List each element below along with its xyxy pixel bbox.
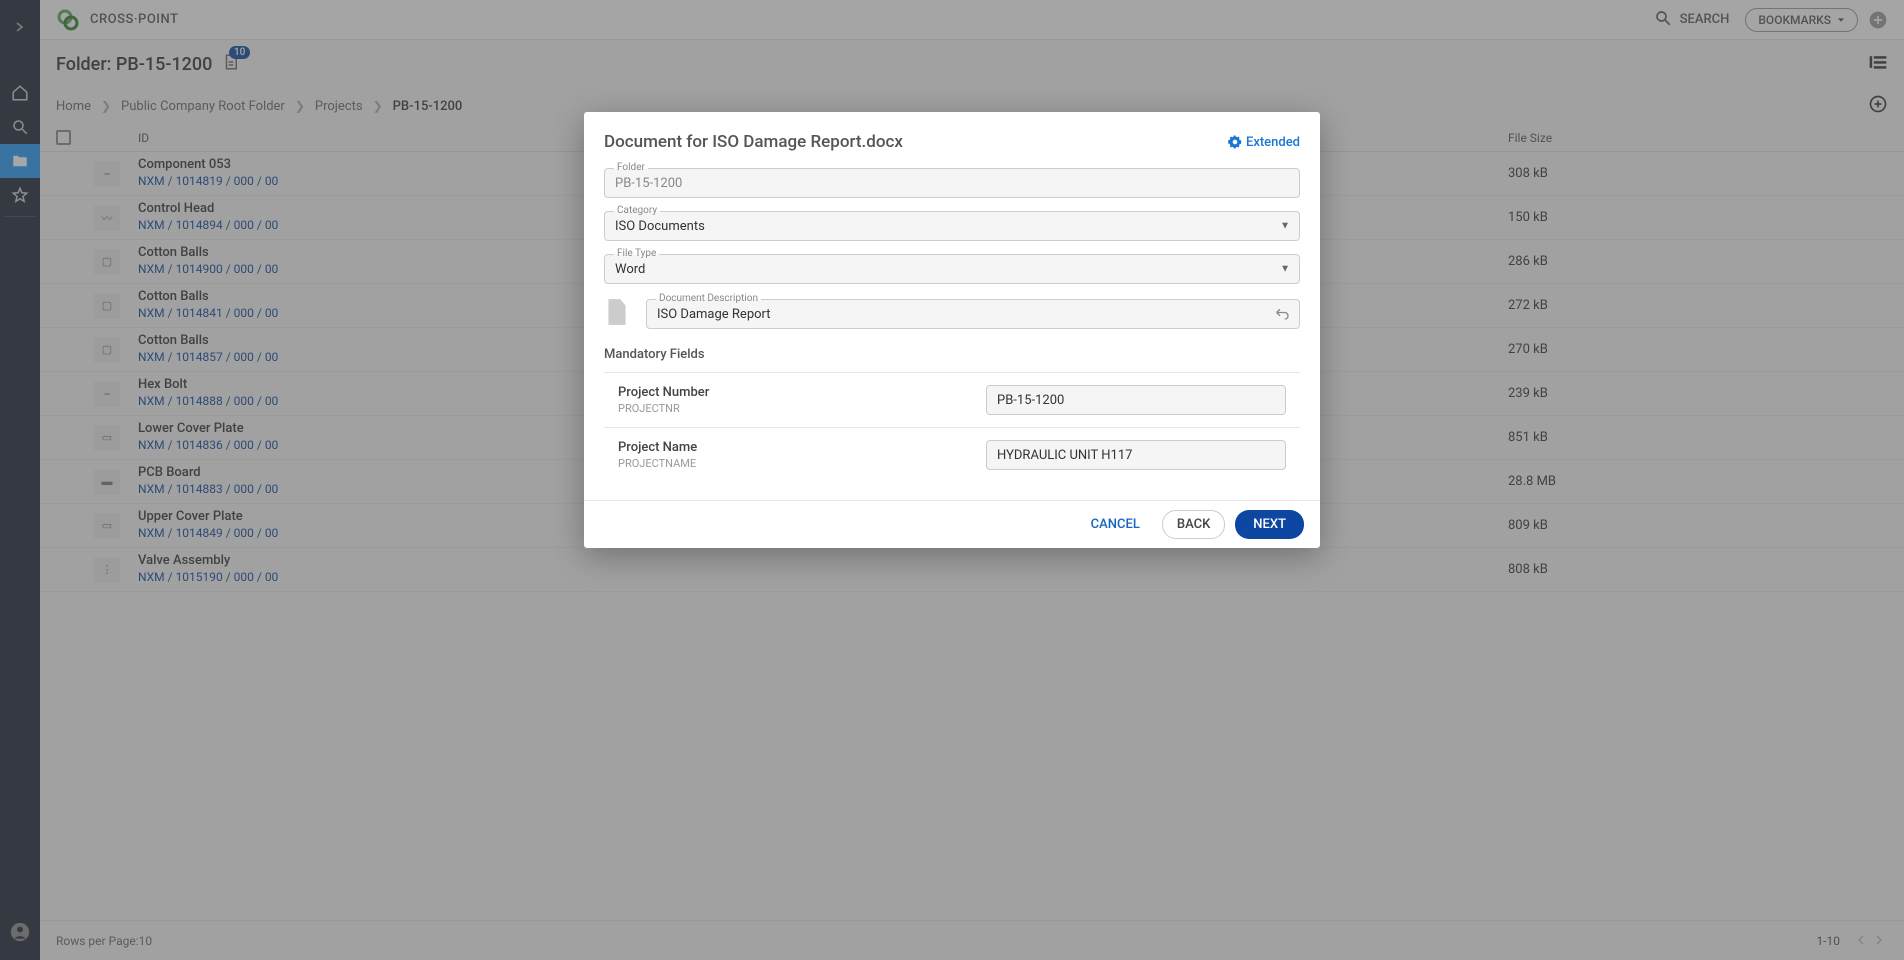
cancel-button[interactable]: CANCEL	[1079, 509, 1152, 540]
field-key: PROJECTNR	[618, 402, 986, 415]
modal-overlay[interactable]: Document for ISO Damage Report.docx Exte…	[0, 0, 1904, 960]
filetype-field[interactable]: File Type ▼	[604, 254, 1300, 284]
mandatory-field-row: Project Name PROJECTNAME	[604, 427, 1300, 482]
undo-icon[interactable]	[1274, 305, 1290, 324]
category-select[interactable]	[604, 211, 1300, 241]
mandatory-field-row: Project Number PROJECTNR	[604, 372, 1300, 427]
back-button[interactable]: BACK	[1162, 510, 1225, 539]
folder-field-label: Folder	[614, 162, 648, 173]
field-name: Project Name	[618, 440, 986, 455]
next-button[interactable]: NEXT	[1235, 510, 1304, 539]
dialog-title: Document for ISO Damage Report.docx	[604, 132, 1228, 152]
folder-field: Folder	[604, 168, 1300, 198]
mandatory-section-title: Mandatory Fields	[604, 347, 1300, 362]
category-field[interactable]: Category ▼	[604, 211, 1300, 241]
extended-label: Extended	[1246, 135, 1300, 150]
description-field[interactable]: Document Description	[646, 299, 1300, 329]
document-icon	[604, 297, 632, 331]
gear-icon	[1228, 135, 1242, 149]
filetype-select[interactable]	[604, 254, 1300, 284]
project-number-input[interactable]	[986, 385, 1286, 415]
filetype-field-label: File Type	[614, 248, 659, 259]
field-key: PROJECTNAME	[618, 457, 986, 470]
project-name-input[interactable]	[986, 440, 1286, 470]
extended-toggle[interactable]: Extended	[1228, 135, 1300, 150]
field-name: Project Number	[618, 385, 986, 400]
description-field-label: Document Description	[656, 293, 761, 304]
document-dialog: Document for ISO Damage Report.docx Exte…	[584, 112, 1320, 548]
folder-input	[604, 168, 1300, 198]
category-field-label: Category	[614, 205, 660, 216]
dialog-footer: CANCEL BACK NEXT	[584, 500, 1320, 548]
